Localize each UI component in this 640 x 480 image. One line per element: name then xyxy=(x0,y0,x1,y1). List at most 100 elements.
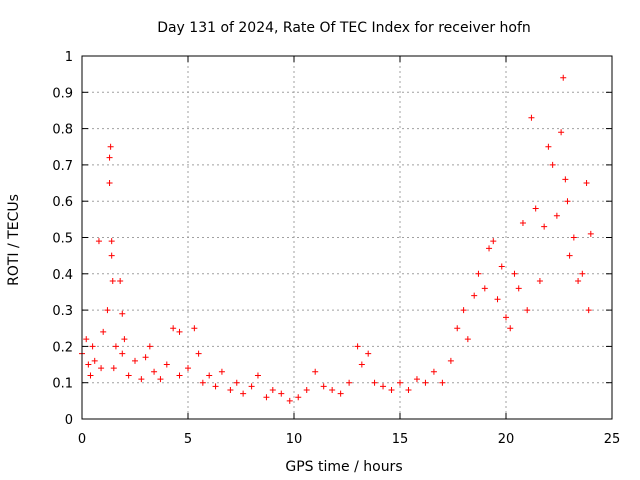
roti-point xyxy=(365,350,372,357)
x-tick-label: 20 xyxy=(498,432,515,447)
axis-ticks: 0 5 10 15 20 25 0 0.1 0.2 0.3 0.4 0.5 0.6 0.7 0.8 0.9 1 xyxy=(52,50,620,447)
roti-point xyxy=(413,376,420,383)
roti-point xyxy=(218,368,225,375)
roti-point xyxy=(541,223,548,230)
roti-point xyxy=(337,390,344,397)
roti-point xyxy=(486,245,493,252)
roti-point xyxy=(146,343,153,350)
roti-point xyxy=(566,252,573,259)
roti-point xyxy=(269,386,276,393)
roti-point xyxy=(125,372,132,379)
roti-point xyxy=(405,386,412,393)
roti-point xyxy=(447,357,454,364)
roti-point xyxy=(108,238,115,245)
roti-point xyxy=(286,397,293,404)
chart-title: Day 131 of 2024, Rate Of TEC Index for r… xyxy=(157,20,531,36)
roti-point xyxy=(195,350,202,357)
roti-point xyxy=(579,270,586,277)
roti-point xyxy=(117,278,124,285)
roti-point xyxy=(515,285,522,292)
roti-point xyxy=(263,394,270,401)
roti-point xyxy=(494,296,501,303)
roti-point xyxy=(498,263,505,270)
roti-point xyxy=(422,379,429,386)
roti-point xyxy=(138,376,145,383)
roti-point xyxy=(142,354,149,361)
roti-point xyxy=(312,368,319,375)
data-points xyxy=(79,74,594,404)
roti-point xyxy=(254,372,261,379)
roti-point xyxy=(85,361,92,368)
roti-point xyxy=(89,343,96,350)
roti-point xyxy=(112,343,119,350)
roti-point xyxy=(206,372,213,379)
roti-point xyxy=(397,379,403,386)
roti-point xyxy=(108,252,115,259)
roti-point xyxy=(358,361,365,368)
roti-point xyxy=(185,365,191,372)
roti-point xyxy=(545,143,552,150)
roti-point xyxy=(507,325,514,332)
roti-point xyxy=(91,357,98,364)
roti-point xyxy=(587,230,594,237)
roti-point xyxy=(95,238,102,245)
roti-point xyxy=(528,114,535,121)
roti-point xyxy=(119,310,126,317)
roti-point xyxy=(248,383,255,390)
roti-point xyxy=(176,328,183,335)
roti-point xyxy=(278,390,285,397)
y-tick-label: 0.7 xyxy=(52,159,73,174)
plot-frame xyxy=(81,55,613,420)
roti-point xyxy=(233,379,240,386)
grid-lines xyxy=(82,56,612,419)
roti-point xyxy=(303,386,310,393)
y-axis-label: ROTI / TECUs xyxy=(6,194,22,286)
roti-point xyxy=(240,390,247,397)
roti-point xyxy=(163,361,170,368)
roti-point xyxy=(320,383,327,390)
y-tick-label: 0.6 xyxy=(52,195,73,210)
roti-point xyxy=(151,368,158,375)
roti-point xyxy=(176,372,183,379)
roti-point xyxy=(170,325,177,332)
y-tick-label: 0.2 xyxy=(52,340,73,355)
roti-point xyxy=(106,180,113,187)
roti-point xyxy=(83,336,90,343)
roti-point xyxy=(295,394,302,401)
roti-point xyxy=(388,386,395,393)
y-tick-label: 0.1 xyxy=(52,377,73,392)
roti-point xyxy=(481,285,488,292)
roti-point xyxy=(380,383,387,390)
roti-point xyxy=(87,372,94,379)
roti-point xyxy=(329,386,336,393)
roti-point xyxy=(100,328,107,335)
roti-point xyxy=(439,379,446,386)
roti-point xyxy=(553,212,560,219)
roti-point xyxy=(583,180,590,187)
roti-point xyxy=(121,336,128,343)
roti-point xyxy=(346,379,353,386)
roti-point xyxy=(532,205,539,212)
roti-point xyxy=(212,383,219,390)
roti-point xyxy=(430,368,437,375)
x-tick-label: 25 xyxy=(604,432,621,447)
y-tick-label: 0.5 xyxy=(52,232,73,247)
y-tick-label: 0.4 xyxy=(52,268,73,283)
roti-point xyxy=(475,270,482,277)
x-tick-label: 10 xyxy=(286,432,303,447)
roti-point xyxy=(471,292,478,299)
roti-point xyxy=(371,379,378,386)
roti-point xyxy=(558,129,565,136)
roti-point xyxy=(519,219,526,226)
roti-point xyxy=(227,386,234,393)
y-tick-label: 0.8 xyxy=(52,123,73,138)
y-tick-label: 0.3 xyxy=(52,304,73,319)
roti-point xyxy=(464,336,471,343)
roti-point xyxy=(157,376,164,383)
roti-point xyxy=(119,350,126,357)
roti-point xyxy=(354,343,361,350)
y-tick-label: 0 xyxy=(65,413,73,428)
roti-point xyxy=(454,325,461,332)
roti-point xyxy=(460,307,467,314)
